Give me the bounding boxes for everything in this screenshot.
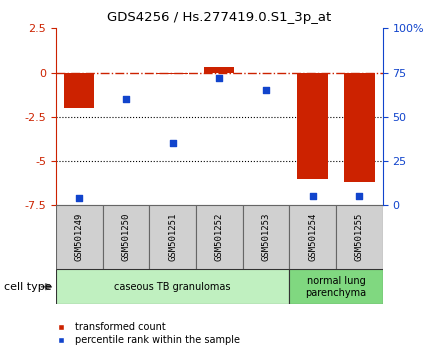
Text: GSM501251: GSM501251 <box>168 213 177 261</box>
Text: caseous TB granulomas: caseous TB granulomas <box>114 282 231 292</box>
Point <box>76 195 83 201</box>
Text: GSM501253: GSM501253 <box>261 213 270 261</box>
Bar <box>289 269 383 304</box>
Text: GSM501249: GSM501249 <box>75 213 84 261</box>
Bar <box>103 205 149 269</box>
Point <box>216 75 223 81</box>
Bar <box>344 73 375 182</box>
Point <box>263 87 270 93</box>
Text: GSM501250: GSM501250 <box>121 213 130 261</box>
Bar <box>56 205 103 269</box>
Bar <box>251 73 281 74</box>
Bar <box>243 205 289 269</box>
Bar <box>289 205 336 269</box>
Bar <box>64 73 95 108</box>
Title: GDS4256 / Hs.277419.0.S1_3p_at: GDS4256 / Hs.277419.0.S1_3p_at <box>107 11 332 24</box>
Point <box>123 96 129 102</box>
Text: GSM501254: GSM501254 <box>308 213 317 261</box>
Bar <box>298 73 328 179</box>
Text: cell type: cell type <box>4 282 52 292</box>
Bar <box>157 73 188 74</box>
Text: normal lung
parenchyma: normal lung parenchyma <box>305 276 367 298</box>
Bar <box>336 205 383 269</box>
Bar <box>204 67 234 73</box>
Point <box>169 141 176 146</box>
Bar <box>196 205 243 269</box>
Bar <box>149 205 196 269</box>
Point <box>309 194 316 199</box>
Text: GSM501252: GSM501252 <box>215 213 224 261</box>
Bar <box>111 73 141 74</box>
Bar <box>56 269 289 304</box>
Text: GSM501255: GSM501255 <box>355 213 364 261</box>
Legend: transformed count, percentile rank within the sample: transformed count, percentile rank withi… <box>48 319 244 349</box>
Point <box>356 194 363 199</box>
